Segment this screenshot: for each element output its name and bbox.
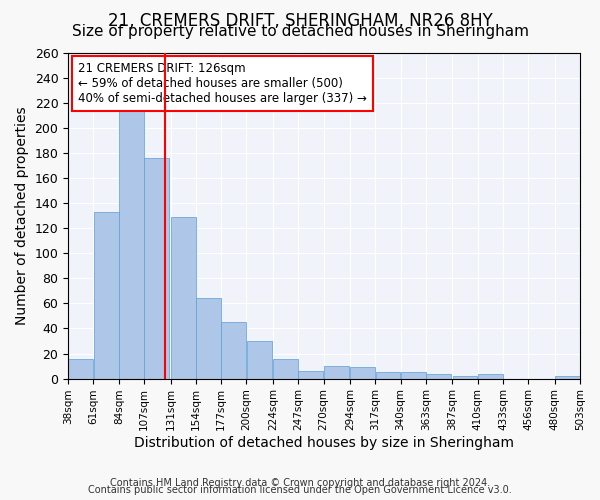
Bar (452, 376, 478, 378)
Bar (221, 322, 246, 378)
Bar (171, 217, 196, 378)
Bar (401, 372, 425, 378)
Bar (555, 376, 580, 378)
Bar (94, 212, 119, 378)
Text: Size of property relative to detached houses in Sheringham: Size of property relative to detached ho… (71, 24, 529, 39)
X-axis label: Distribution of detached houses by size in Sheringham: Distribution of detached houses by size … (134, 436, 514, 450)
Bar (68, 358, 93, 378)
Bar (376, 372, 400, 378)
Text: Contains public sector information licensed under the Open Government Licence v3: Contains public sector information licen… (88, 485, 512, 495)
Bar (119, 110, 144, 378)
Bar (145, 158, 169, 378)
Bar (478, 374, 503, 378)
Bar (196, 298, 221, 378)
Bar (426, 374, 451, 378)
Bar (247, 341, 272, 378)
Bar (273, 358, 298, 378)
Bar (350, 368, 375, 378)
Text: 21, CREMERS DRIFT, SHERINGHAM, NR26 8HY: 21, CREMERS DRIFT, SHERINGHAM, NR26 8HY (107, 12, 493, 30)
Y-axis label: Number of detached properties: Number of detached properties (15, 106, 29, 325)
Bar (324, 366, 349, 378)
Bar (298, 371, 323, 378)
Text: 21 CREMERS DRIFT: 126sqm
← 59% of detached houses are smaller (500)
40% of semi-: 21 CREMERS DRIFT: 126sqm ← 59% of detach… (79, 62, 367, 106)
Text: Contains HM Land Registry data © Crown copyright and database right 2024.: Contains HM Land Registry data © Crown c… (110, 478, 490, 488)
